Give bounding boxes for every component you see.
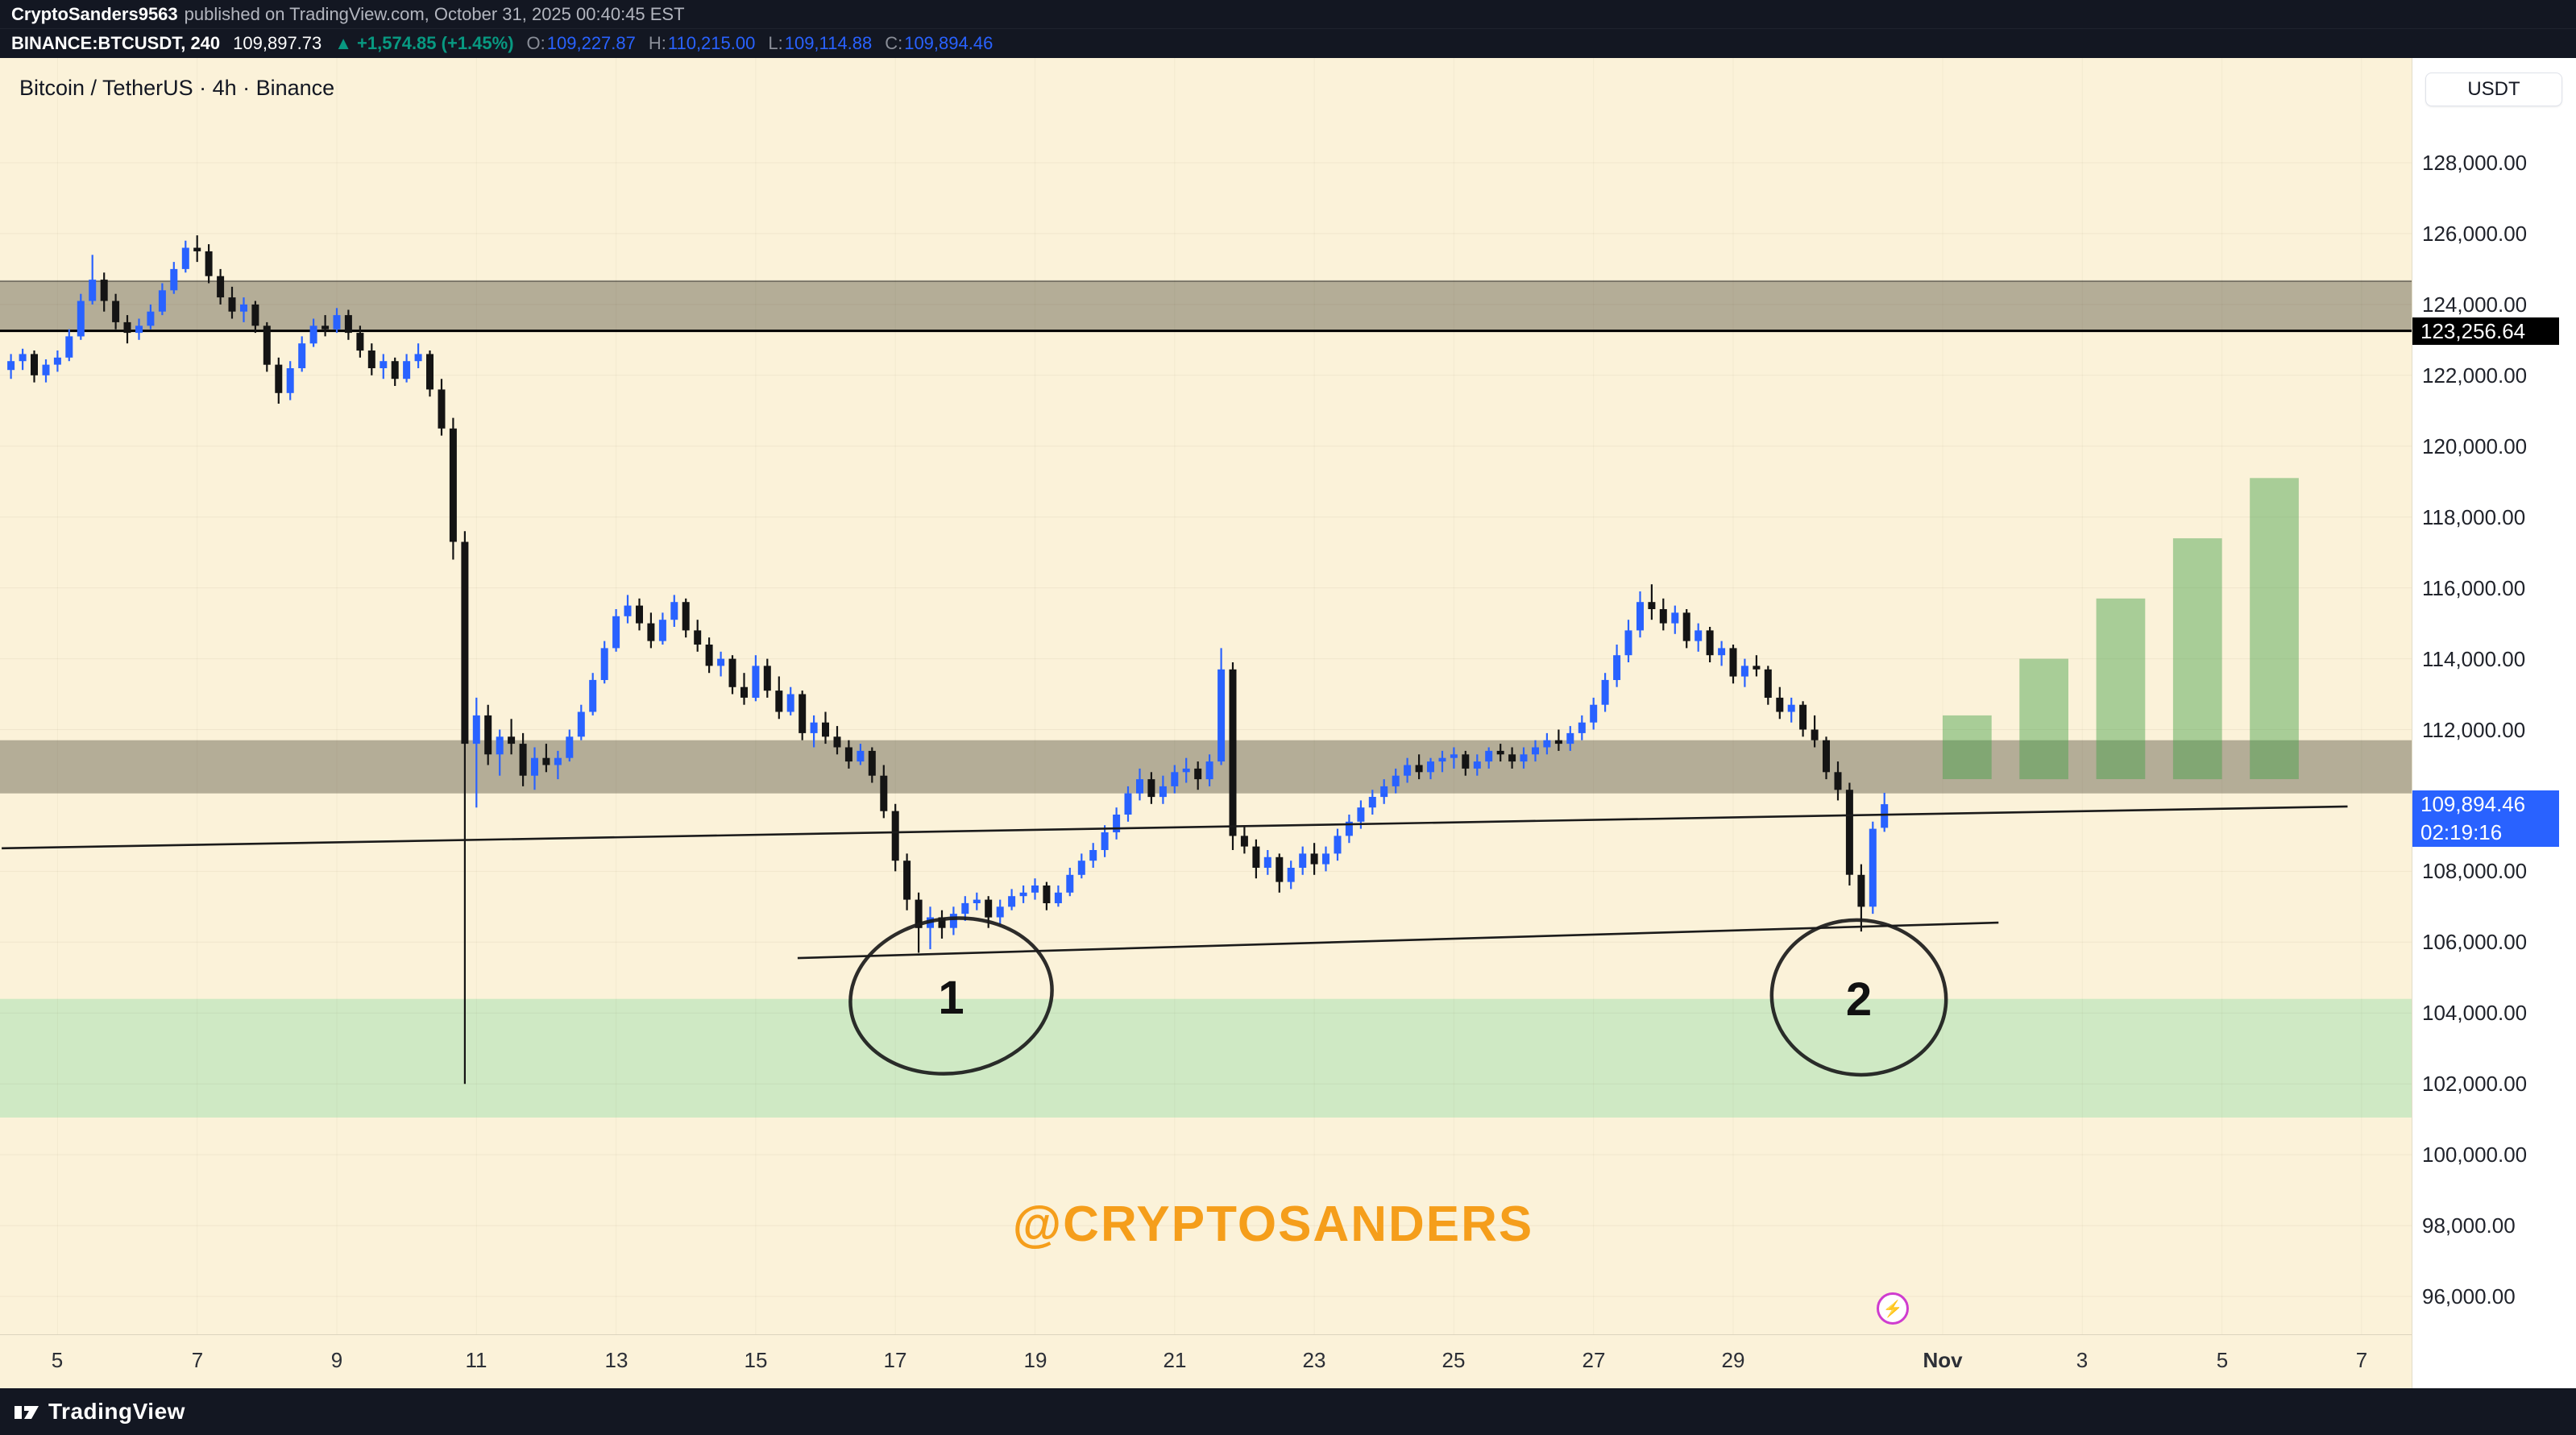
time-axis[interactable]: 5 7 9 11 13 15 17 19 21 23 25 27 29 Nov 3 5 7 [0,1334,2412,1388]
projection-bars-drawing[interactable] [1943,478,2299,780]
time-tick-label: 5 [51,1348,64,1372]
zone-resistance-upper [0,280,2412,331]
circle-number-2: 2 [1846,973,1872,1026]
price-tick-label: 98,000.00 [2422,1213,2516,1238]
trendline [797,921,1999,960]
time-tick-label: 15 [744,1348,768,1372]
watermark-text: @CRYPTOSANDERS [1012,1197,1534,1252]
ohlc-close: C: 109,894.46 [885,33,993,53]
time-tick-label: 11 [465,1348,487,1372]
price-tick-label: 112,000.00 [2422,718,2526,742]
ohlc-high: H: 110,215.00 [648,33,756,53]
price-tick-label: 122,000.00 [2422,363,2528,388]
trendline-drawings[interactable] [2,805,2348,960]
last-price-label: 109,894.46 02:19:16 [2412,790,2559,847]
time-tick-label: 23 [1302,1348,1326,1372]
price-tick-label: 96,000.00 [2422,1284,2516,1309]
price-tick-label: 100,000.00 [2422,1143,2528,1167]
projection-bar [2172,538,2222,780]
price-change: ▲ +1,574.85 (+1.45%) [334,33,513,54]
price-tick-label: 114,000.00 [2422,647,2526,671]
price-tick-label: 104,000.00 [2422,1001,2528,1025]
publisher-bar: CryptoSanders9563 published on TradingVi… [0,0,2576,29]
tradingview-logo-icon[interactable] [13,1399,40,1425]
tradingview-brand[interactable]: TradingView [48,1399,185,1424]
publisher-author: CryptoSanders9563 [11,3,178,24]
symbol-name: BINANCE:BTCUSDT, 240 [11,33,221,53]
symbol-info-bar: BINANCE:BTCUSDT, 240 109,897.73 ▲ +1,574… [0,29,2576,58]
candle-countdown: 02:19:16 [2420,820,2503,844]
time-tick-label: 19 [1023,1348,1047,1372]
zone-drawings[interactable] [0,280,2412,1118]
time-tick-label: 13 [604,1348,628,1372]
projection-bar [2250,478,2299,779]
last-price: 109,897.73 [233,33,322,53]
trendline [2,805,2348,850]
zone-support-green [0,998,2412,1118]
ohlc-open: O: 109,227.87 [526,33,636,53]
projection-bar [2019,658,2068,780]
price-axis[interactable]: USDT 123,256.64 109,894.46 02:19:16 128,… [2412,58,2576,1388]
footer-bar: TradingView [0,1388,2576,1435]
price-tick-label: 120,000.00 [2422,434,2528,458]
price-tick-label: 108,000.00 [2422,859,2528,883]
time-tick-label: 25 [1441,1348,1466,1372]
time-tick-label: 7 [2355,1348,2368,1372]
projection-bar [1943,715,1992,779]
up-arrow-icon: ▲ [334,33,353,53]
time-tick-label: 17 [883,1348,907,1372]
time-tick-label: 27 [1582,1348,1606,1372]
circle-annotation-1 [848,916,1054,1076]
time-tick-label: 21 [1163,1348,1187,1372]
time-tick-label: 9 [330,1348,343,1372]
currency-toggle-button[interactable]: USDT [2425,73,2562,106]
circle-number-1: 1 [938,972,964,1024]
candlesticks [7,235,1889,1085]
price-tick-label: 124,000.00 [2422,292,2528,317]
projection-bar [2096,598,2146,779]
price-tick-label: 102,000.00 [2422,1072,2528,1096]
time-tick-label: Nov [1923,1348,1963,1372]
ohlc-low: L: 109,114.88 [768,33,873,53]
price-tick-label: 126,000.00 [2422,222,2528,246]
time-tick-label: 7 [191,1348,204,1372]
price-change-value: +1,574.85 (+1.45%) [357,33,514,53]
publisher-info: published on TradingView.com, October 31… [184,3,685,24]
time-tick-label: 5 [2216,1348,2229,1372]
chart-legend-title: Bitcoin / TetherUS · 4h · Binance [19,76,335,100]
circle-annotation-2 [1769,918,1948,1077]
price-tick-label: 118,000.00 [2422,505,2526,529]
grid-lines [0,58,2412,1334]
zone-resistance-mid [0,740,2412,794]
price-tick-label: 116,000.00 [2422,576,2526,600]
time-tick-label: 3 [2076,1348,2089,1372]
price-tick-label: 106,000.00 [2422,930,2528,954]
price-tick-label: 128,000.00 [2422,151,2528,175]
level-price-label: 123,256.64 [2412,317,2559,345]
last-price-value: 109,894.46 [2420,792,2526,816]
time-tick-label: 29 [1721,1348,1745,1372]
reaction-icon[interactable]: ⚡ [1877,1292,1909,1325]
